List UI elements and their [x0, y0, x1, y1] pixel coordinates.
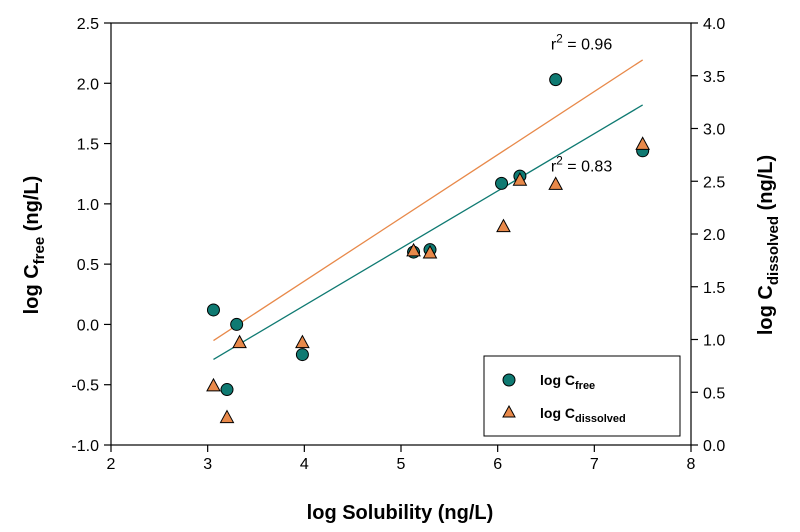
y-right-title-sub: dissolved	[765, 216, 782, 285]
y-left-tick-label: 2.0	[77, 76, 99, 93]
x-tick-label: 3	[203, 456, 212, 473]
y-left-title-base: log C	[21, 264, 43, 314]
tick-labels: 2 3 4 5 6 7 8 -1.0 -0.5 0.0 0.5 1.0 1.5 2.0 2.5 0.0 0.5 1…	[71, 16, 725, 473]
y-left-tick-label: 2.5	[77, 16, 99, 33]
point-free	[549, 73, 563, 87]
r-squared-annotation: r2 = 0.96	[551, 32, 612, 54]
point-dissolved	[219, 409, 235, 424]
y-right-tick-label: 3.0	[703, 122, 725, 139]
legend-label-free: log Cfree	[540, 372, 595, 392]
y-right-tick-label: 1.0	[703, 333, 725, 350]
point-dissolved	[406, 242, 421, 257]
y-left-title-sub: free	[31, 237, 48, 265]
point-free	[495, 176, 509, 190]
legend-marker-free	[502, 373, 516, 387]
y-right-title-base: log C	[755, 285, 777, 335]
legend: log Cfree log Cdissolved	[483, 355, 681, 437]
legend-marker-dissolved	[502, 404, 516, 418]
y-left-tick-label: -0.5	[71, 378, 99, 395]
x-tick-label: 7	[590, 456, 599, 473]
y-right-tick-label: 2.0	[703, 227, 725, 244]
y-left-title-unit: (ng/L)	[21, 176, 43, 237]
point-dissolved	[206, 377, 221, 392]
y-left-tick-label: 0.0	[77, 317, 99, 334]
point-free	[206, 303, 220, 317]
y-right-title-unit: (ng/L)	[755, 155, 777, 216]
y-left-tick-label: -1.0	[71, 438, 99, 455]
point-dissolved	[548, 176, 564, 190]
annotations: r2 = 0.96 r2 = 0.83	[551, 32, 612, 176]
y-right-tick-label: 4.0	[703, 16, 725, 33]
data-points	[206, 73, 651, 424]
point-free	[220, 383, 234, 397]
x-tick-label: 4	[300, 456, 309, 473]
y-right-tick-label: 1.5	[703, 280, 725, 297]
fit-lines	[213, 59, 644, 360]
x-tick-label: 5	[397, 456, 406, 473]
point-dissolved	[295, 334, 310, 349]
fit-line-free	[213, 104, 643, 360]
y-right-tick-label: 3.5	[703, 69, 725, 86]
y-axis-right-title: log Cdissolved (ng/L)	[755, 155, 782, 335]
point-dissolved	[512, 172, 528, 186]
y-left-tick-label: 1.0	[77, 197, 99, 214]
point-free	[230, 317, 244, 331]
y-left-tick-label: 0.5	[77, 257, 99, 274]
r-squared-annotation: r2 = 0.83	[551, 153, 612, 175]
x-tick-label: 6	[493, 456, 502, 473]
point-dissolved	[232, 334, 247, 349]
fit-line-dissolved	[213, 59, 644, 342]
y-axis-left-title: log Cfree (ng/L)	[21, 176, 48, 315]
y-left-tick-label: 1.5	[77, 137, 99, 154]
y-right-tick-label: 0.5	[703, 385, 725, 402]
legend-box	[483, 355, 681, 437]
y-right-tick-label: 0.0	[703, 438, 725, 455]
legend-label-dissolved: log Cdissolved	[540, 405, 626, 425]
x-tick-label: 8	[687, 456, 696, 473]
point-dissolved	[635, 136, 651, 150]
x-axis-title: log Solubility (ng/L)	[307, 502, 494, 524]
x-tick-label: 2	[107, 456, 116, 473]
y-right-tick-label: 2.5	[703, 174, 725, 191]
point-free	[295, 348, 309, 362]
point-dissolved	[496, 218, 511, 233]
point-dissolved	[422, 244, 438, 259]
